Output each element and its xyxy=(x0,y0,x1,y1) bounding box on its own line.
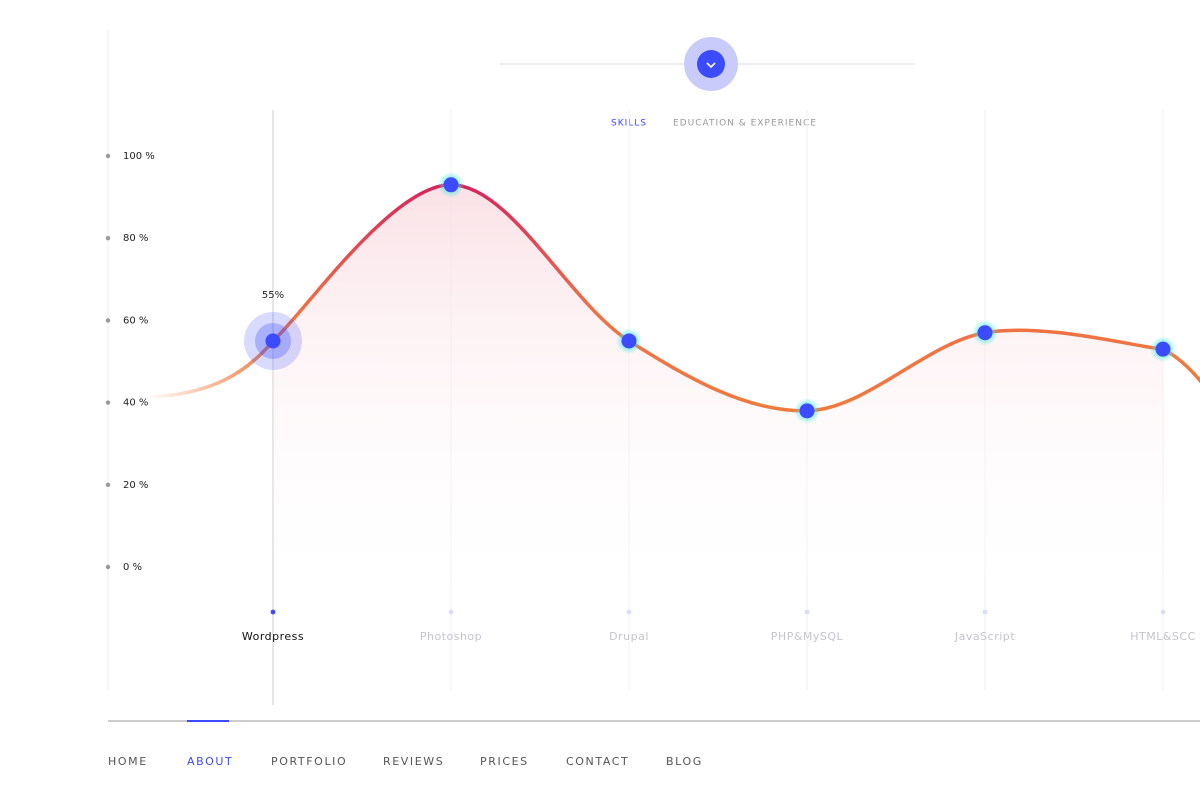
x-tick-label[interactable]: JavaScript xyxy=(954,630,1015,643)
curve-tail xyxy=(147,339,275,399)
value-label: 55% xyxy=(262,290,284,301)
x-tick-label[interactable]: PHP&MySQL xyxy=(771,630,844,643)
y-tick-dot xyxy=(105,236,111,241)
nav-link[interactable]: BLOG xyxy=(666,755,703,768)
y-tick-label: 60 % xyxy=(123,315,148,326)
nav-link[interactable]: REVIEWS xyxy=(383,755,444,768)
scroll-button-core xyxy=(697,50,725,78)
nav-link[interactable]: HOME xyxy=(108,755,148,768)
nav-link[interactable]: ABOUT xyxy=(187,755,233,768)
y-tick-dot xyxy=(105,482,111,487)
y-tick-dot xyxy=(105,153,111,159)
point xyxy=(621,333,637,349)
x-tick-label[interactable]: Photoshop xyxy=(420,630,482,643)
column-dot xyxy=(982,609,988,615)
x-tick-label[interactable]: HTML&SCC xyxy=(1130,630,1196,643)
column-dot xyxy=(804,609,810,615)
y-tick-label: 20 % xyxy=(123,480,148,491)
column-dot xyxy=(448,609,454,615)
tab[interactable]: EDUCATION & EXPERIENCE xyxy=(673,119,817,129)
column-dot xyxy=(626,609,632,615)
point xyxy=(799,403,815,419)
nav-link[interactable]: PRICES xyxy=(480,755,529,768)
point xyxy=(977,325,993,341)
y-tick-dot xyxy=(105,400,111,405)
chevron-icon xyxy=(706,62,716,69)
y-tick-dot xyxy=(105,318,111,323)
column-dot xyxy=(1160,609,1166,615)
nav-link[interactable]: CONTACT xyxy=(566,755,629,768)
y-tick-label: 0 % xyxy=(123,562,142,573)
y-tick-label: 40 % xyxy=(123,398,148,409)
y-tick-label: 80 % xyxy=(123,233,148,244)
x-tick-label[interactable]: Wordpress xyxy=(242,630,304,643)
point xyxy=(265,333,281,349)
y-tick-label: 100 % xyxy=(123,151,155,162)
point xyxy=(443,177,459,193)
column-dot xyxy=(270,609,276,615)
nav-link[interactable]: PORTFOLIO xyxy=(271,755,347,768)
y-tick-dot xyxy=(105,564,111,570)
point xyxy=(1155,341,1171,357)
x-tick-label[interactable]: Drupal xyxy=(609,630,649,643)
